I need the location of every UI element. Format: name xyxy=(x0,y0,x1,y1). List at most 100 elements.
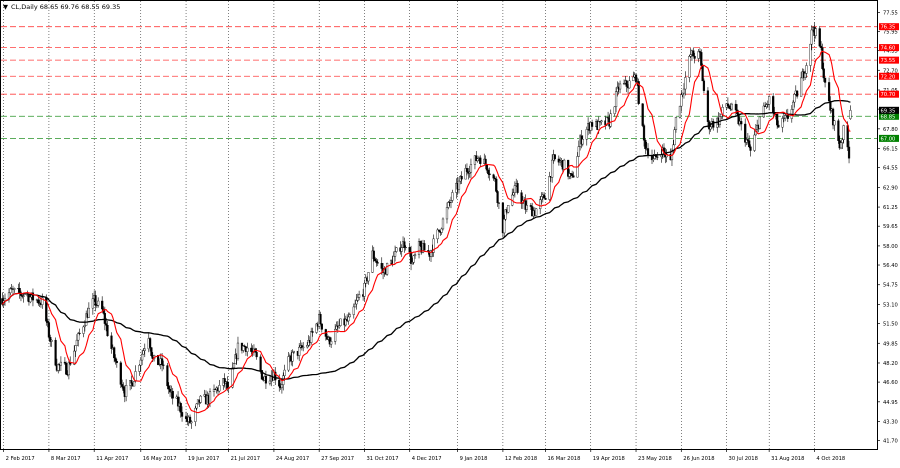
candle-body xyxy=(9,288,12,294)
candle-body xyxy=(543,194,546,199)
candle-body xyxy=(464,168,467,180)
price-level-tag xyxy=(879,72,899,80)
candle-body xyxy=(475,155,478,162)
candle-body xyxy=(250,347,253,352)
candle-body xyxy=(581,139,584,145)
candle-body xyxy=(497,202,501,204)
candle-body xyxy=(447,201,450,208)
candle-body xyxy=(280,384,284,389)
candle-body xyxy=(762,105,765,118)
candle-body xyxy=(712,121,715,128)
candle-body xyxy=(380,262,383,269)
candle-body xyxy=(150,347,153,356)
candle-body xyxy=(614,91,618,108)
candle-body xyxy=(339,318,342,326)
x-tick-label: 19 Jun 2017 xyxy=(188,456,219,462)
candle-body xyxy=(777,124,780,128)
candle-body xyxy=(236,342,240,360)
candle-body xyxy=(409,251,413,264)
candle-body xyxy=(363,283,366,297)
current-price-label: 69.35 xyxy=(881,108,896,114)
candle-body xyxy=(740,121,743,125)
symbol-ohlc-label: CL,Daily 68.65 69.76 68.55 69.35 xyxy=(11,3,120,11)
candle-body xyxy=(766,104,769,106)
candle-body xyxy=(335,325,338,330)
x-tick-label: 31 Aug 2018 xyxy=(771,456,804,462)
price-level-tag xyxy=(879,112,899,120)
y-tick-label: 44.95 xyxy=(883,400,898,406)
x-tick-label: 31 Oct 2017 xyxy=(366,456,398,462)
candle-body xyxy=(776,114,779,126)
price-level-label: 74.60 xyxy=(881,46,896,52)
candle-body xyxy=(484,158,487,166)
candle-body xyxy=(479,157,482,164)
moving-averages-layer xyxy=(1,50,851,414)
candle-body xyxy=(734,103,737,111)
candle-body xyxy=(616,86,619,92)
candle-body xyxy=(684,77,687,90)
candle-body xyxy=(600,120,603,123)
candle-body xyxy=(138,365,141,372)
candle-body xyxy=(121,384,124,387)
candle-body xyxy=(810,29,813,45)
candle-body xyxy=(411,262,414,264)
candle-body xyxy=(831,108,835,126)
candle-body xyxy=(59,361,63,366)
candle-body xyxy=(190,421,193,424)
candle-body xyxy=(551,159,554,178)
candle-body xyxy=(413,254,417,257)
candle-body xyxy=(772,96,775,113)
candle-body xyxy=(637,81,640,104)
candle-body xyxy=(291,352,294,362)
candle-body xyxy=(372,250,375,260)
candle-body xyxy=(110,335,113,349)
chart-header: ▼ CL,Daily 68.65 69.76 68.55 69.35 xyxy=(3,3,120,11)
candle-body xyxy=(524,200,527,210)
candle-body xyxy=(156,355,160,366)
candle-body xyxy=(179,402,182,413)
candle-body xyxy=(823,77,827,83)
candle-body xyxy=(133,381,136,387)
candle-body xyxy=(468,171,471,174)
candle-body xyxy=(644,140,647,149)
levels-layer xyxy=(1,26,877,139)
candle-body xyxy=(646,148,650,156)
candle-body xyxy=(168,388,172,393)
candle-body xyxy=(784,115,787,119)
x-tick-label: 27 Sep 2017 xyxy=(321,456,354,462)
candle-body xyxy=(782,117,785,119)
candle-body xyxy=(673,129,676,146)
candle-body xyxy=(613,106,616,114)
candle-body xyxy=(142,350,145,355)
candle-body xyxy=(232,363,236,369)
candle-body xyxy=(821,47,824,69)
candle-body xyxy=(680,94,683,107)
candle-body xyxy=(83,325,86,328)
candle-body xyxy=(495,178,498,192)
candle-body xyxy=(652,158,655,161)
candle-body xyxy=(726,103,729,107)
candle-body xyxy=(792,101,795,110)
candle-body xyxy=(423,243,426,251)
candle-body xyxy=(376,262,379,264)
y-tick-label: 74.35 xyxy=(883,49,898,55)
candle-body xyxy=(188,416,192,424)
candle-body xyxy=(95,305,98,307)
candle-body xyxy=(702,80,706,91)
candle-body xyxy=(287,356,290,371)
candle-body xyxy=(622,83,626,85)
price-level-label: 67.00 xyxy=(881,136,896,142)
x-tick-label: 2 Feb 2017 xyxy=(6,456,35,462)
candle-body xyxy=(171,390,174,399)
collapse-marker-icon[interactable]: ▼ xyxy=(3,3,8,11)
candle-body xyxy=(748,140,751,148)
candle-body xyxy=(274,371,277,381)
candle-body xyxy=(344,319,347,326)
candle-body xyxy=(78,332,81,334)
candle-body xyxy=(544,197,547,200)
candle-body xyxy=(488,173,491,175)
candle-body xyxy=(847,146,851,159)
candle-body xyxy=(681,92,684,95)
